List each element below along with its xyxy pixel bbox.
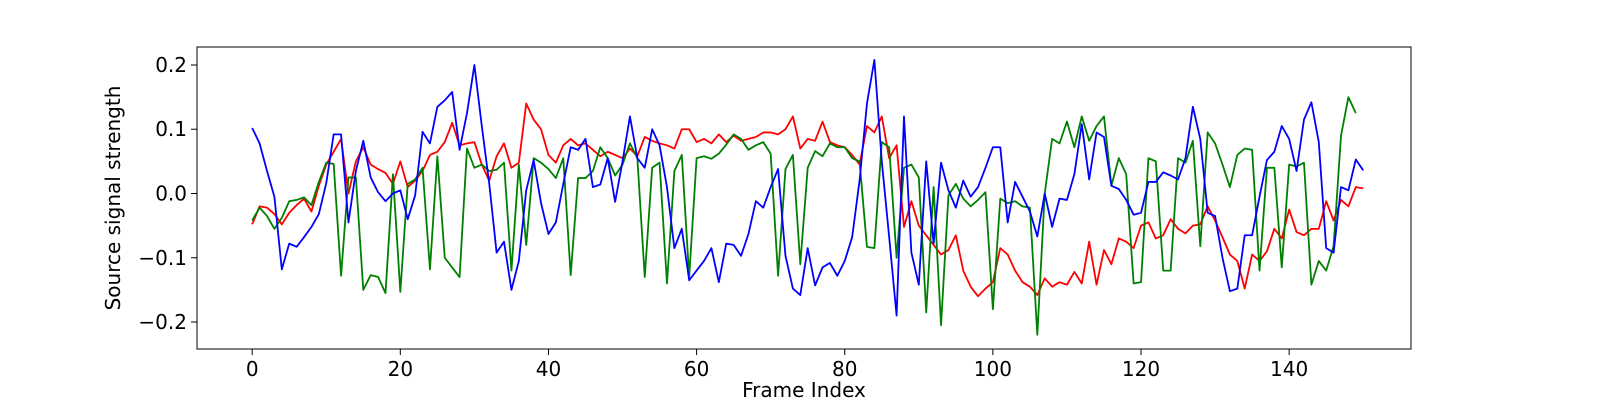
y-axis: −0.2 −0.1 0.0 0.1 0.2 — [138, 53, 197, 334]
y-tick-label: 0.1 — [155, 117, 187, 141]
y-tick-label: 0.0 — [155, 182, 187, 206]
y-tick-label: 0.2 — [155, 53, 187, 77]
y-tick-label: −0.1 — [138, 246, 187, 270]
x-tick-label: 60 — [684, 357, 709, 381]
series-layer — [251, 58, 1364, 336]
x-tick-label: 20 — [388, 357, 413, 381]
x-tick-label: 80 — [832, 357, 857, 381]
x-tick-label: 0 — [246, 357, 259, 381]
series-line-2 — [251, 96, 1357, 336]
x-axis: 0 20 40 60 80 100 120 140 — [246, 349, 1308, 381]
x-tick-label: 120 — [1122, 357, 1160, 381]
series-line-3 — [251, 58, 1364, 317]
x-tick-label: 100 — [974, 357, 1012, 381]
series-line-1 — [251, 102, 1364, 298]
y-axis-label: Source signal strength — [101, 86, 125, 311]
x-axis-label: Frame Index — [742, 378, 866, 400]
x-tick-label: 40 — [536, 357, 561, 381]
y-tick-label: −0.2 — [138, 310, 187, 334]
plot-frame — [196, 46, 1412, 350]
x-tick-label: 140 — [1270, 357, 1308, 381]
